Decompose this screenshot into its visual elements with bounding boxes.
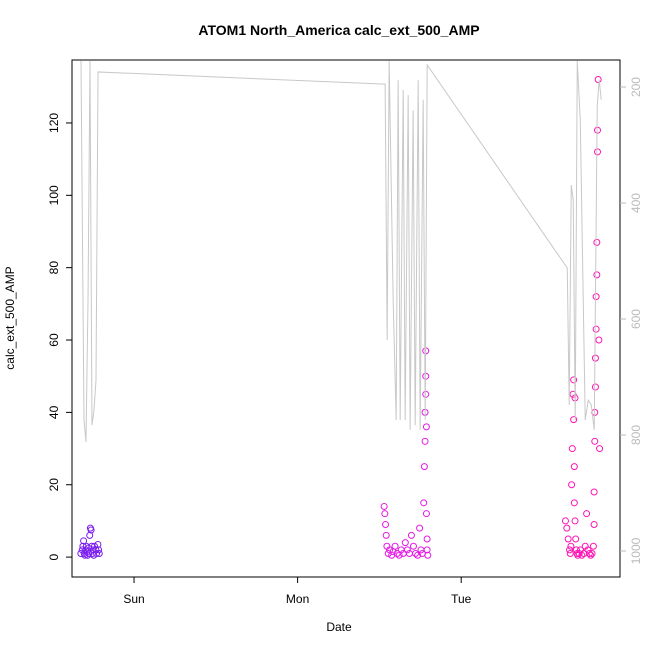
point bbox=[566, 546, 574, 554]
point bbox=[594, 148, 602, 156]
point bbox=[77, 549, 85, 557]
point bbox=[384, 549, 392, 557]
y-tick-label: 0 bbox=[47, 553, 61, 560]
point bbox=[417, 546, 425, 554]
point bbox=[569, 390, 577, 398]
point bbox=[93, 549, 101, 557]
point bbox=[593, 271, 601, 279]
point bbox=[570, 499, 578, 507]
point bbox=[572, 535, 580, 543]
point bbox=[423, 546, 431, 554]
point bbox=[596, 445, 604, 453]
point bbox=[412, 549, 420, 557]
point bbox=[382, 531, 390, 539]
point bbox=[381, 510, 389, 518]
point bbox=[95, 549, 103, 557]
point bbox=[407, 531, 415, 539]
point bbox=[570, 463, 578, 471]
point bbox=[421, 437, 429, 445]
x-axis-label: Date bbox=[326, 620, 352, 634]
point bbox=[588, 549, 596, 557]
point bbox=[578, 551, 586, 559]
point bbox=[591, 437, 599, 445]
y-tick-label: 40 bbox=[47, 405, 61, 419]
point bbox=[401, 539, 409, 547]
point bbox=[81, 551, 89, 559]
point bbox=[584, 546, 592, 554]
point bbox=[585, 549, 593, 557]
point bbox=[570, 376, 578, 384]
point bbox=[592, 325, 600, 333]
point bbox=[85, 549, 93, 557]
point bbox=[566, 549, 574, 557]
point bbox=[592, 293, 600, 301]
point bbox=[583, 510, 591, 518]
point bbox=[80, 537, 88, 545]
y-axis-label: calc_ext_500_AMP bbox=[3, 266, 17, 369]
point bbox=[391, 542, 399, 550]
point bbox=[422, 423, 430, 431]
point bbox=[78, 546, 86, 554]
chart-title: ATOM1 North_America calc_ext_500_AMP bbox=[198, 22, 479, 38]
y2-tick-label: 800 bbox=[629, 425, 643, 445]
y2-tick-label: 600 bbox=[629, 309, 643, 329]
y-tick-label: 100 bbox=[47, 185, 61, 205]
point bbox=[403, 546, 411, 554]
point bbox=[82, 542, 90, 550]
point bbox=[84, 544, 92, 552]
point bbox=[564, 535, 572, 543]
point bbox=[420, 499, 428, 507]
point bbox=[574, 551, 582, 559]
point bbox=[590, 521, 598, 529]
point bbox=[380, 502, 388, 510]
point bbox=[409, 542, 417, 550]
point bbox=[563, 524, 571, 532]
point bbox=[424, 551, 432, 559]
point bbox=[422, 510, 430, 518]
point bbox=[580, 549, 588, 557]
point bbox=[595, 336, 603, 344]
point bbox=[568, 445, 576, 453]
point bbox=[568, 481, 576, 489]
point bbox=[414, 551, 422, 559]
point bbox=[591, 354, 599, 362]
point bbox=[94, 540, 102, 548]
point bbox=[570, 416, 578, 424]
point bbox=[416, 524, 424, 532]
y-tick-label: 20 bbox=[47, 478, 61, 492]
point bbox=[593, 238, 601, 246]
point bbox=[87, 526, 95, 534]
point bbox=[594, 76, 602, 84]
point bbox=[590, 488, 598, 496]
point bbox=[571, 517, 579, 525]
point bbox=[423, 535, 431, 543]
y-tick-label: 120 bbox=[47, 113, 61, 133]
point bbox=[591, 383, 599, 391]
y2-tick-label: 400 bbox=[629, 193, 643, 213]
point bbox=[420, 463, 428, 471]
plot-frame bbox=[71, 59, 621, 578]
point bbox=[88, 542, 96, 550]
y2-tick-label: 200 bbox=[629, 77, 643, 97]
y-tick-label: 80 bbox=[47, 261, 61, 275]
y-tick-label: 60 bbox=[47, 333, 61, 347]
x-tick-label: Mon bbox=[286, 592, 309, 606]
line bbox=[80, 60, 602, 443]
point bbox=[95, 546, 103, 554]
x-tick-label: Tue bbox=[451, 592, 472, 606]
point bbox=[589, 542, 597, 550]
point bbox=[567, 542, 575, 550]
point bbox=[561, 517, 569, 525]
point bbox=[382, 521, 390, 529]
point bbox=[587, 551, 595, 559]
y2-tick-label: 1000 bbox=[629, 537, 643, 564]
x-tick-label: Sun bbox=[123, 592, 144, 606]
point bbox=[90, 542, 98, 550]
